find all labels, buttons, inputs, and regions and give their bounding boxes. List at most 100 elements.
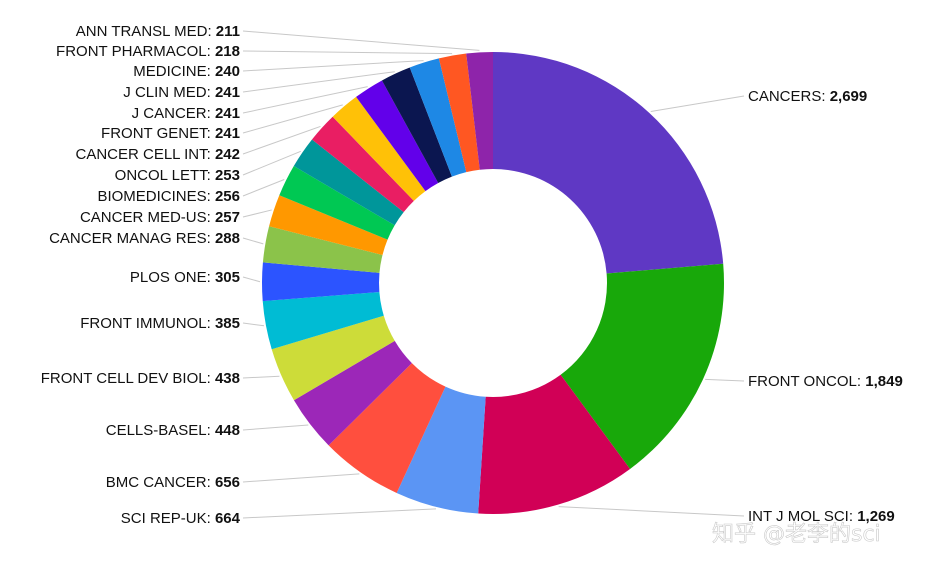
slice-cancer-manag-res	[262, 226, 383, 273]
label-separator: :	[207, 315, 215, 332]
leader-line-front-immunol	[242, 322, 265, 327]
label-sci-rep-uk: SCI REP-UK: 664	[121, 510, 241, 527]
slice-cancers	[493, 52, 724, 274]
leader-line-medicine	[242, 60, 424, 72]
label-front-oncol: FRONT ONCOL: 1,849	[748, 373, 903, 390]
label-separator: :	[207, 474, 215, 491]
label-value: 257	[215, 209, 240, 226]
label-plos-one: PLOS ONE: 305	[130, 269, 240, 286]
leader-line-bmc-cancer	[242, 473, 360, 483]
label-oncol-lett: ONCOL LETT: 253	[115, 167, 240, 184]
leader-line-cancers	[650, 95, 745, 113]
label-value: 240	[215, 63, 240, 80]
leader-line-biomedicines	[242, 179, 285, 197]
leader-line-sci-rep-uk	[242, 508, 437, 519]
label-value: 242	[215, 146, 240, 163]
label-name: J CANCER	[132, 105, 207, 122]
leader-line-cells-basel	[242, 424, 309, 431]
leader-line-oncol-lett	[242, 150, 301, 176]
slice-cancer-med-us	[269, 195, 388, 256]
slice-int-j-mol-sci	[478, 374, 631, 514]
leader-line-int-j-mol-sci	[558, 506, 745, 517]
label-int-j-mol-sci: INT J MOL SCI: 1,269	[748, 508, 895, 525]
label-front-genet: FRONT GENET: 241	[101, 125, 240, 142]
label-name: CANCER CELL INT	[75, 146, 208, 163]
label-separator: :	[857, 373, 865, 390]
leader-line-front-pharmacol	[242, 50, 453, 55]
label-separator: :	[207, 230, 215, 247]
slice-cells-basel	[293, 340, 412, 446]
label-value: 656	[215, 474, 240, 491]
label-value: 2,699	[830, 88, 868, 105]
label-name: FRONT GENET	[101, 125, 208, 142]
label-value: 438	[215, 370, 240, 387]
label-name: BIOMEDICINES	[97, 188, 206, 205]
label-separator: :	[821, 88, 829, 105]
label-front-pharmacol: FRONT PHARMACOL: 218	[56, 43, 240, 60]
label-ann-transl-med: ANN TRANSL MED: 211	[76, 23, 240, 40]
slice-front-cell-dev-biol	[271, 315, 395, 401]
slice-front-genet	[332, 96, 426, 201]
label-separator: :	[207, 209, 215, 226]
label-cells-basel: CELLS-BASEL: 448	[106, 422, 240, 439]
label-name: FRONT ONCOL	[748, 373, 857, 390]
slice-front-pharmacol	[438, 53, 480, 173]
label-value: 241	[215, 105, 240, 122]
label-value: 305	[215, 269, 240, 286]
label-medicine: MEDICINE: 240	[133, 63, 240, 80]
label-cancer-cell-int: CANCER CELL INT: 242	[75, 146, 240, 163]
label-cancers: CANCERS: 2,699	[748, 88, 867, 105]
label-front-immunol: FRONT IMMUNOL: 385	[80, 315, 240, 332]
slice-labels: CANCERS: 2,699 FRONT ONCOL: 1,849 INT J MO…	[41, 23, 903, 527]
label-separator: :	[207, 105, 215, 122]
donut-slices	[262, 52, 724, 514]
slice-biomedicines	[279, 166, 395, 240]
label-name: ANN TRANSL MED	[76, 23, 208, 40]
label-value: 448	[215, 422, 240, 439]
label-separator: :	[207, 84, 215, 101]
slice-front-oncol	[560, 263, 724, 469]
label-name: CANCERS	[748, 88, 821, 105]
label-name: FRONT CELL DEV BIOL	[41, 370, 207, 387]
label-name: SCI REP-UK	[121, 510, 207, 527]
label-name: MEDICINE	[133, 63, 206, 80]
label-biomedicines: BIOMEDICINES: 256	[97, 188, 240, 205]
leader-line-front-cell-dev-biol	[242, 375, 280, 379]
slice-ann-transl-med	[466, 52, 493, 170]
label-value: 241	[215, 84, 240, 101]
slice-front-immunol	[262, 291, 384, 350]
leader-lines	[242, 30, 745, 519]
label-separator: :	[207, 43, 215, 60]
label-value: 218	[215, 43, 240, 60]
leader-line-ann-transl-med	[242, 30, 480, 51]
leader-line-j-clin-med	[242, 71, 395, 93]
leader-line-front-genet	[242, 104, 343, 134]
label-value: 241	[215, 125, 240, 142]
leader-line-j-cancer	[242, 86, 368, 114]
label-j-cancer: J CANCER: 241	[132, 105, 240, 122]
label-separator: :	[207, 422, 215, 439]
label-name: FRONT IMMUNOL	[80, 315, 206, 332]
label-separator: :	[207, 370, 215, 387]
label-separator: :	[207, 63, 215, 80]
label-separator: :	[207, 23, 215, 40]
label-value: 256	[215, 188, 240, 205]
slice-plos-one	[262, 262, 380, 302]
label-value: 288	[215, 230, 240, 247]
label-name: ONCOL LETT	[115, 167, 208, 184]
label-value: 253	[215, 167, 240, 184]
label-value: 211	[216, 23, 240, 40]
slice-oncol-lett	[293, 139, 404, 226]
label-bmc-cancer: BMC CANCER: 656	[106, 474, 240, 491]
slice-cancer-cell-int	[311, 116, 414, 213]
label-separator: :	[207, 188, 215, 205]
label-name: INT J MOL SCI	[748, 508, 849, 525]
label-separator: :	[207, 125, 215, 142]
label-name: J CLIN MED	[123, 84, 207, 101]
label-j-clin-med: J CLIN MED: 241	[123, 84, 240, 101]
slice-j-cancer	[356, 80, 439, 192]
leader-line-cancer-cell-int	[242, 125, 321, 155]
label-cancer-manag-res: CANCER MANAG RES: 288	[49, 230, 240, 247]
label-separator: :	[207, 510, 215, 527]
